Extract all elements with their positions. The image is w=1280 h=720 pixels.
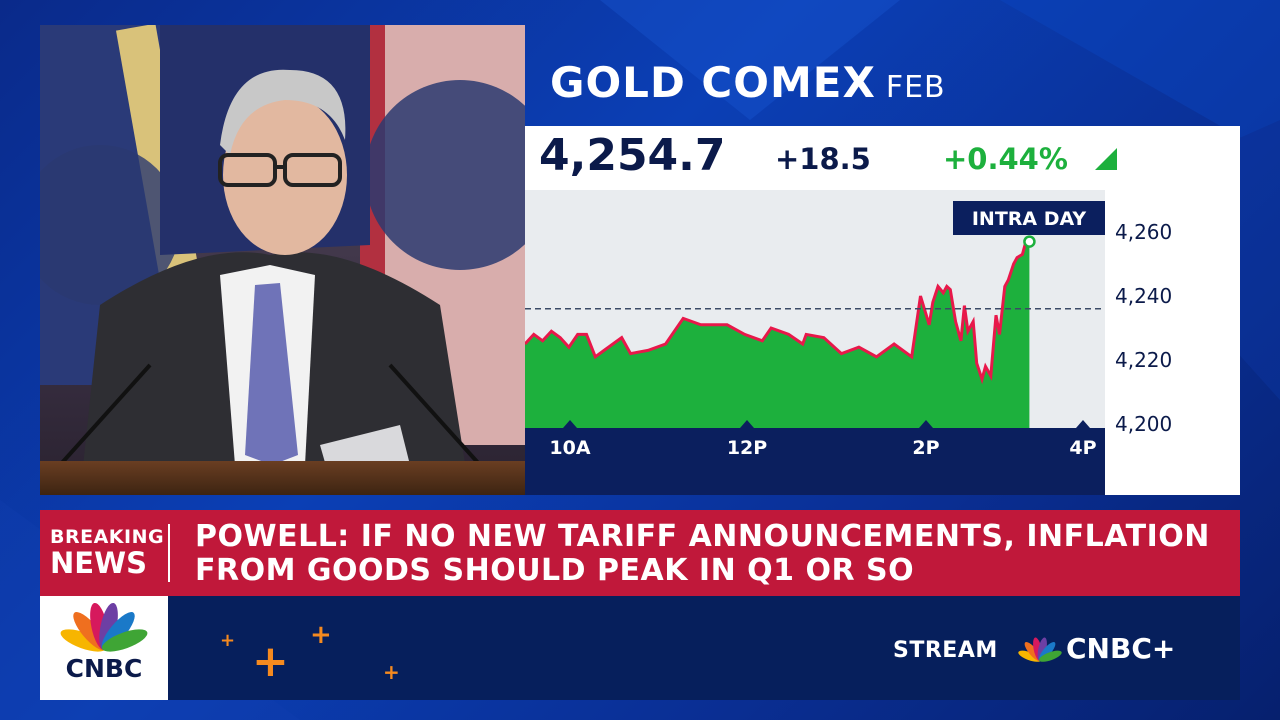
last-price-point <box>1023 235 1036 248</box>
chart-title: GOLD COMEX FEB <box>550 58 946 107</box>
x-axis-band <box>525 428 1105 495</box>
intraday-chart: 10A 12P 2P 4P 4,260 4,240 4,220 4,200 INTRA DA… <box>525 190 1240 495</box>
breaking-label-line1: BREAKING <box>50 526 165 548</box>
cnbc-plus-logo: CNBC+ <box>1066 632 1176 665</box>
quote-bar: 4,254.7 +18.5 +0.44% <box>525 126 1240 190</box>
x-tick-mark <box>919 420 933 428</box>
cnbc-logo: CNBC <box>40 596 168 700</box>
chart-title-text: GOLD COMEX <box>550 58 876 107</box>
x-tick-mark <box>740 420 754 428</box>
y-tick-label: 4,240 <box>1115 284 1172 308</box>
y-tick-label: 4,220 <box>1115 348 1172 372</box>
breaking-news-label: BREAKING NEWS <box>50 528 168 578</box>
breaking-headline: POWELL: IF NO NEW TARIFF ANNOUNCEMENTS, … <box>195 519 1210 588</box>
quote-percent: +0.44% <box>943 142 1068 176</box>
quote-change: +18.5 <box>775 142 871 176</box>
plus-decoration-icon: + <box>252 636 289 687</box>
intraday-badge <box>953 201 1105 235</box>
price-line <box>525 240 1030 385</box>
stream-label: STREAM <box>893 638 998 663</box>
chart-subtitle: FEB <box>885 70 946 105</box>
video-feed <box>40 25 525 495</box>
speaker-scene <box>40 25 525 495</box>
y-axis-panel <box>1105 190 1240 495</box>
plus-decoration-icon: + <box>310 620 332 650</box>
intraday-label: INTRA DAY <box>972 208 1087 230</box>
quote-price: 4,254.7 <box>539 130 726 181</box>
peacock-small-icon <box>1018 637 1062 662</box>
banner-divider <box>168 524 170 582</box>
plus-decoration-icon: + <box>383 660 400 684</box>
price-area <box>525 241 1030 428</box>
x-tick-label: 10A <box>549 437 590 459</box>
cnbc-logo-text: CNBC <box>65 654 143 683</box>
x-tick-label: 2P <box>912 437 939 459</box>
x-tick-mark <box>563 420 577 428</box>
breaking-label-line2: NEWS <box>50 546 147 580</box>
x-tick-mark <box>1076 420 1090 428</box>
breaking-news-banner: BREAKING NEWS POWELL: IF NO NEW TARIFF A… <box>40 510 1240 596</box>
plus-decoration-icon: + <box>220 630 236 651</box>
x-tick-label: 12P <box>727 437 767 459</box>
podium <box>40 461 525 495</box>
y-tick-label: 4,200 <box>1115 412 1172 436</box>
peacock-icon <box>60 602 148 652</box>
x-tick-label: 4P <box>1069 437 1096 459</box>
y-tick-label: 4,260 <box>1115 220 1172 244</box>
up-arrow-icon <box>1095 148 1117 170</box>
